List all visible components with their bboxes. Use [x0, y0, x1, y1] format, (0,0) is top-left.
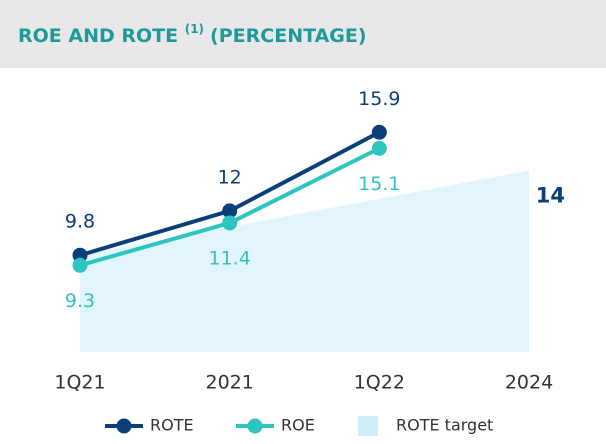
value-label: 12 — [218, 166, 242, 188]
legend-marker — [116, 418, 132, 434]
point — [222, 203, 238, 219]
value-label: 15.9 — [358, 88, 400, 110]
legend-label: ROTE target — [396, 416, 493, 435]
value-label: 9.3 — [65, 290, 95, 312]
legend-swatch — [358, 416, 378, 436]
point — [222, 215, 238, 231]
title-suffix: (PERCENTAGE) — [210, 25, 367, 47]
x-tick-label: 1Q21 — [54, 372, 105, 394]
title-main: ROE AND ROTE — [18, 25, 178, 47]
point — [371, 124, 387, 140]
x-tick-label: 1Q22 — [354, 372, 405, 394]
target-area — [80, 170, 529, 352]
value-label: 9.8 — [65, 211, 95, 233]
x-tick-label: 2024 — [505, 372, 553, 394]
chart-title: ROE AND ROTE (1) (PERCENTAGE) — [18, 22, 367, 47]
point — [371, 140, 387, 156]
header-band — [0, 0, 606, 68]
target-label: 14 — [536, 184, 565, 208]
legend-label: ROTE — [150, 416, 194, 435]
title-note: (1) — [185, 22, 204, 36]
legend-marker — [247, 418, 263, 434]
x-tick-label: 2021 — [205, 372, 253, 394]
value-label: 15.1 — [358, 173, 400, 195]
point — [72, 257, 88, 273]
value-label: 11.4 — [209, 247, 251, 269]
legend-label: ROE — [281, 416, 315, 435]
